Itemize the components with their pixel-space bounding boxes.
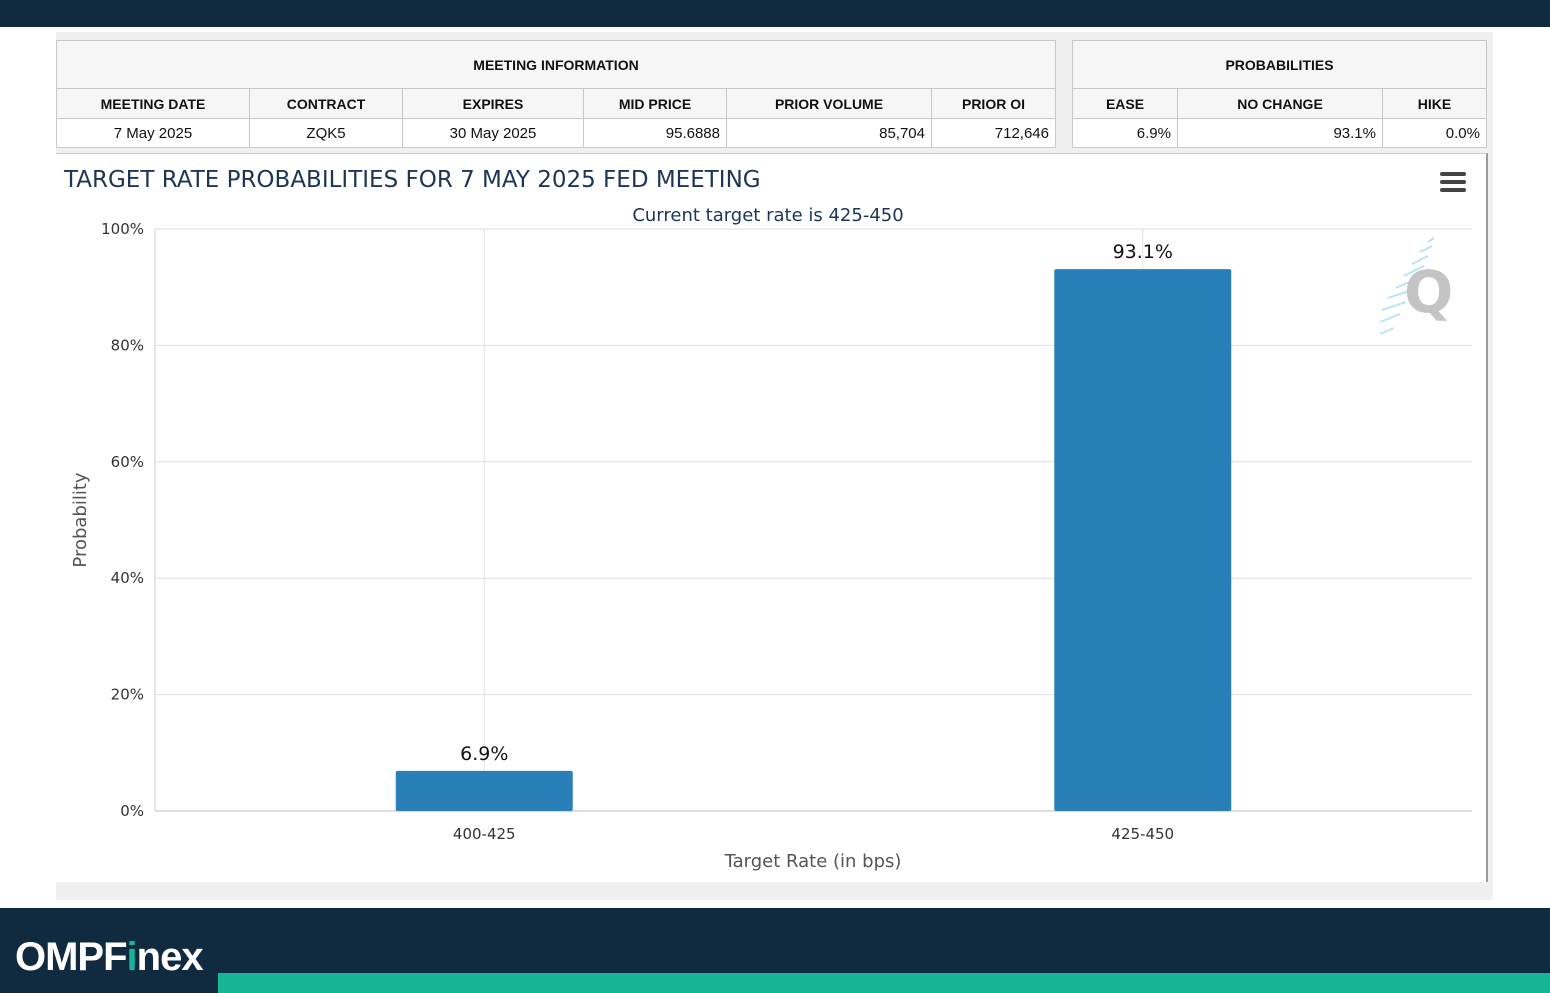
column-mid-price: MID PRICE xyxy=(583,88,727,119)
data-label: 93.1% xyxy=(1113,241,1173,263)
x-tick-label: 425-450 xyxy=(1111,825,1174,843)
prior-oi-value: 712,646 xyxy=(931,118,1056,148)
column-contract: CONTRACT xyxy=(249,88,403,119)
y-tick-label: 40% xyxy=(111,569,144,587)
y-tick-label: 0% xyxy=(120,802,144,820)
chart-subtitle: Current target rate is 425-450 xyxy=(632,205,903,226)
x-axis-title: Target Rate (in bps) xyxy=(724,851,902,872)
no-change-value: 93.1% xyxy=(1177,118,1383,148)
column-expires: EXPIRES xyxy=(402,88,584,119)
meeting-information-table: MEETING INFORMATION MEETING DATE CONTRAC… xyxy=(56,40,1056,148)
top-bar xyxy=(0,0,1550,27)
mid-price-value: 95.6888 xyxy=(583,118,727,148)
ompfinex-logo[interactable]: OMPFinex xyxy=(15,933,204,981)
y-tick-label: 80% xyxy=(111,336,144,354)
ease-value: 6.9% xyxy=(1072,118,1178,148)
y-tick-label: 100% xyxy=(101,220,144,238)
y-tick-label: 60% xyxy=(111,453,144,471)
meeting-date-value: 7 May 2025 xyxy=(56,118,250,148)
probability-bar-chart: TARGET RATE PROBABILITIES FOR 7 MAY 2025… xyxy=(63,167,1472,872)
prior-volume-value: 85,704 xyxy=(726,118,932,148)
column-no-change: NO CHANGE xyxy=(1177,88,1383,119)
y-tick-label: 20% xyxy=(111,686,144,704)
column-hike: HIKE xyxy=(1382,88,1487,119)
q-logo-icon: Q xyxy=(1378,236,1458,346)
expires-value: 30 May 2025 xyxy=(402,118,584,148)
bar-400-425[interactable] xyxy=(395,770,573,811)
contract-value: ZQK5 xyxy=(249,118,403,148)
probabilities-table: PROBABILITIES EASE NO CHANGE HIKE 6.9% 9… xyxy=(1072,40,1487,148)
plot-area: 0% 20% 40% 60% 80% 100% 6.9% 400-425 93.1% 425-45… xyxy=(101,220,1472,843)
column-prior-oi: PRIOR OI xyxy=(931,88,1056,119)
hamburger-menu-icon[interactable] xyxy=(1440,172,1466,194)
column-ease: EASE xyxy=(1072,88,1178,119)
chart-container: TARGET RATE PROBABILITIES FOR 7 MAY 2025… xyxy=(56,153,1488,882)
data-label: 6.9% xyxy=(460,743,508,765)
logo-text-end: nex xyxy=(136,935,204,979)
logo-text-start: OMPF xyxy=(15,935,128,979)
x-tick-label: 400-425 xyxy=(453,825,516,843)
hike-value: 0.0% xyxy=(1382,118,1487,148)
chart-title: TARGET RATE PROBABILITIES FOR 7 MAY 2025… xyxy=(63,167,761,193)
y-axis-title: Probability xyxy=(70,472,91,567)
probabilities-header: PROBABILITIES xyxy=(1072,40,1487,89)
bar-425-450[interactable] xyxy=(1054,269,1232,812)
footer-accent-stripe xyxy=(218,973,1550,993)
meeting-information-header: MEETING INFORMATION xyxy=(56,40,1056,89)
column-prior-volume: PRIOR VOLUME xyxy=(726,88,932,119)
logo-text-accent: i xyxy=(126,935,138,979)
column-meeting-date: MEETING DATE xyxy=(56,88,250,119)
